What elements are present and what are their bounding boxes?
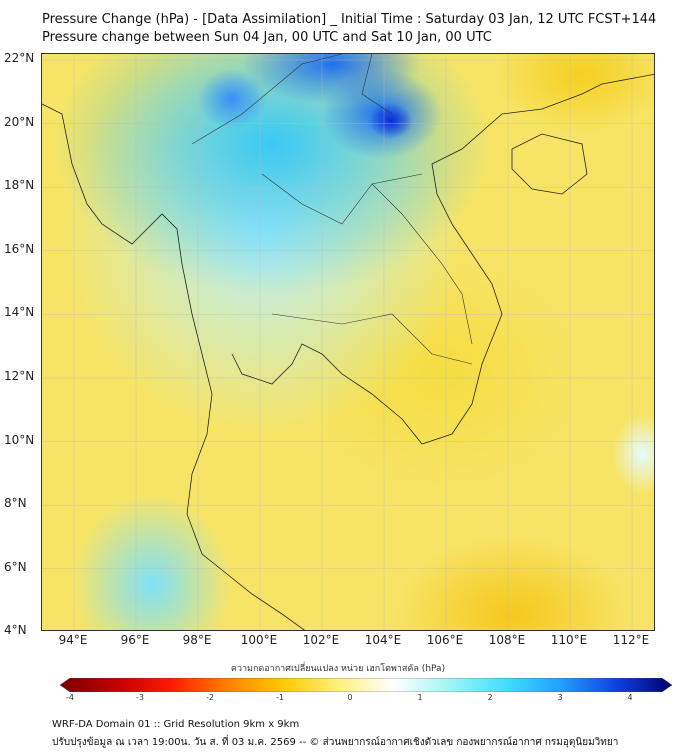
- lat-label: 20°N: [4, 114, 35, 129]
- lon-label: 110°E: [550, 633, 588, 647]
- colorbar-bar: [60, 678, 672, 692]
- lat-label: 12°N: [4, 369, 35, 383]
- footer-credit: ปรับปรุงข้อมูล ณ เวลา 19:00น. วัน ส. ที่…: [52, 737, 619, 748]
- lon-label: 96°E: [120, 633, 150, 647]
- coastline: [42, 73, 654, 630]
- colorbar-title: ความกดอากาศเปลี่ยนแปลง หน่วย เฮกโตพาสคัล…: [230, 664, 446, 674]
- lat-label: 8°N: [4, 496, 27, 511]
- lat-label: 6°N: [4, 559, 27, 574]
- lon-label: 94°E: [58, 633, 88, 647]
- map-title: Pressure Change (hPa) - [Data Assimilati…: [42, 12, 657, 27]
- map-overlay: [42, 54, 654, 630]
- colorbar-tick-label: -3: [136, 693, 144, 702]
- colorbar-tick-label: 2: [487, 693, 493, 702]
- lat-label: 4°N: [4, 623, 27, 638]
- lon-label: 108°E: [488, 633, 526, 647]
- map-subtitle: Pressure change between Sun 04 Jan, 00 U…: [42, 30, 492, 45]
- lat-label: 14°N: [4, 305, 35, 320]
- colorbar-tick-label: -4: [66, 693, 74, 702]
- graticule: [42, 54, 654, 630]
- colorbar-tick-label: 4: [627, 693, 633, 702]
- lat-label: 16°N: [4, 241, 35, 256]
- footer-model-info: WRF-DA Domain 01 :: Grid Resolution 9km …: [52, 719, 300, 730]
- colorbar-tick-label: -2: [206, 693, 214, 702]
- lon-label: 100°E: [240, 633, 278, 647]
- lon-label: 104°E: [364, 633, 402, 647]
- colorbar-tick-label: 0: [347, 693, 353, 702]
- lon-label: 98°E: [182, 633, 212, 647]
- lat-label: 10°N: [4, 432, 35, 447]
- lat-label: 22°N: [4, 51, 35, 65]
- borders: [191, 54, 473, 365]
- colorbar: [60, 678, 672, 692]
- lon-label: 102°E: [302, 633, 340, 647]
- colorbar-tick-label: 1: [417, 693, 423, 702]
- lat-label: 18°N: [4, 178, 35, 193]
- lon-label: 106°E: [426, 633, 464, 647]
- colorbar-tick-label: -1: [276, 693, 284, 702]
- pressure-change-field: [41, 53, 655, 631]
- lon-label: 112°E: [612, 633, 650, 647]
- colorbar-tick-label: 3: [557, 693, 563, 702]
